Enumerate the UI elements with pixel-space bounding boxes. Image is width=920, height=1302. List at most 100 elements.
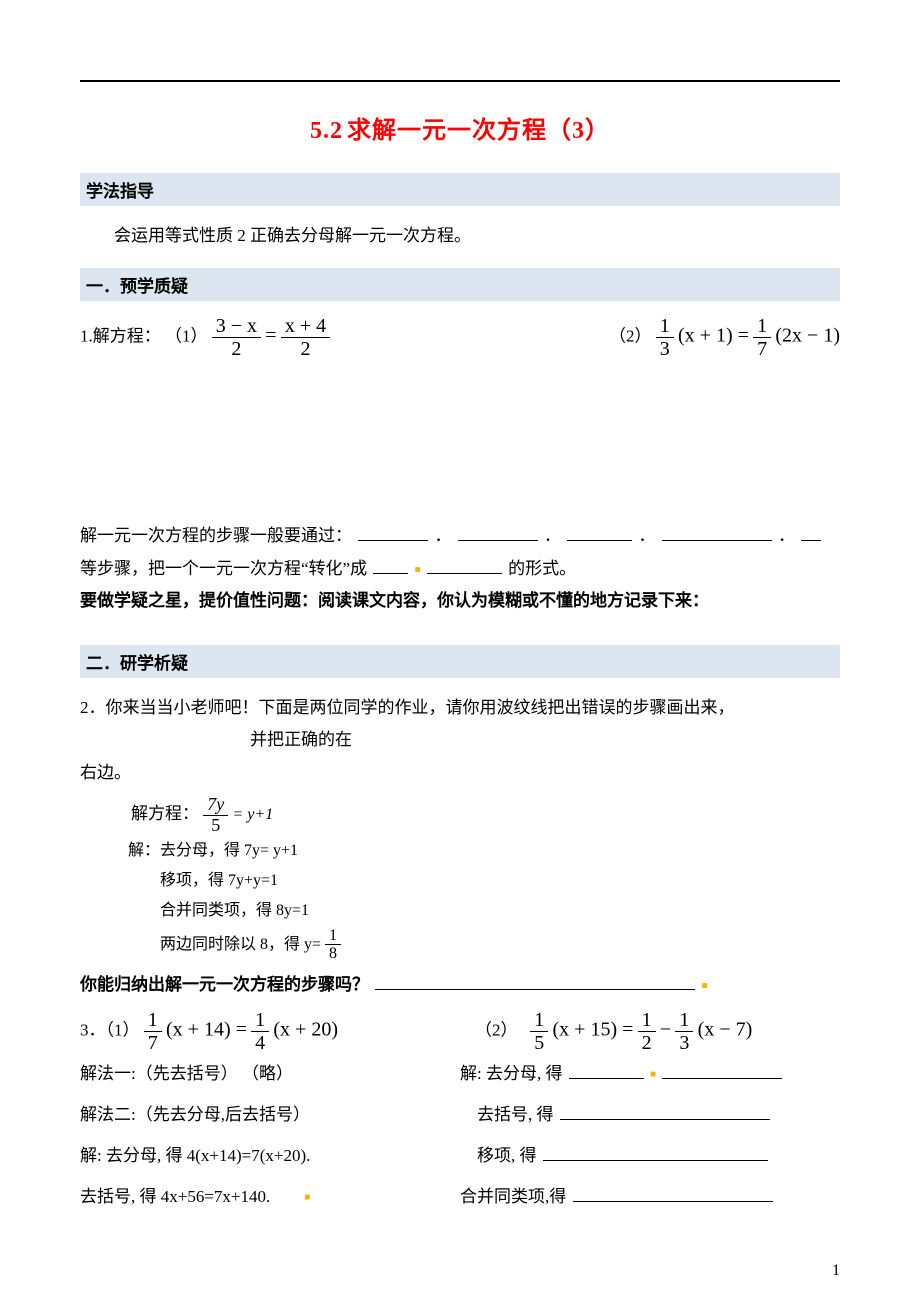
q3-p2-b-frac: 1 2	[638, 1009, 656, 1054]
q3-right-r1-row: 解: 去分母, 得 ■	[460, 1054, 840, 1095]
section-heading-1: 一．预学质疑	[80, 268, 840, 301]
q1-p2-a-tail: (x + 1) =	[678, 325, 749, 347]
q3-right-r4: 合并同类项,得	[460, 1187, 566, 1206]
q3-right-r2-row: 去括号, 得	[460, 1095, 840, 1136]
q2-step4-frac: 1 8	[325, 927, 341, 963]
frac-den: 2	[212, 337, 261, 360]
blank	[358, 523, 428, 541]
section-heading-2: 二．研学析疑	[80, 645, 840, 678]
q3-left-m4: 去括号, 得 4x+56=7x+140.	[80, 1187, 270, 1206]
q2-intro3: 右边。	[80, 757, 840, 789]
blank	[569, 1061, 644, 1079]
q2-intro: 2．你来当当小老师吧！下面是两位同学的作业，请你用波纹线把出错误的步骤画出来，	[80, 692, 840, 724]
frac-num: 1	[144, 1009, 162, 1031]
q3-p1-a-frac: 1 7	[144, 1009, 162, 1054]
fill-line3: 要做学疑之星，提价值性问题：阅读课文内容，你认为模糊或不懂的地方记录下来：	[80, 585, 840, 617]
fill-line1: 解一元一次方程的步骤一般要通过： ． ． ． ．	[80, 520, 840, 552]
marker-icon: ■	[304, 1192, 310, 1203]
q3-label: 3．（1）	[80, 1021, 140, 1040]
frac-num: 1	[656, 315, 674, 337]
blank	[543, 1143, 768, 1161]
q1-p1-lhs-frac: 3 − x 2	[212, 315, 261, 360]
q2-step4-a: 两边同时除以 8，得 y=	[160, 936, 321, 953]
marker-icon: ■	[702, 981, 708, 992]
q2-step3: 合并同类项，得 8y=1	[80, 896, 840, 926]
dot: ．	[639, 526, 656, 545]
q2-summary: 你能归纳出解一元一次方程的步骤吗？	[80, 975, 369, 994]
blank	[458, 523, 538, 541]
q2-step2: 移项，得 7y+y=1	[80, 866, 840, 896]
q1-label: 1.解方程：	[80, 327, 161, 346]
frac-den: 3	[675, 1031, 693, 1054]
q3-p2-minus: −	[660, 1019, 671, 1041]
frac-den: 5	[203, 815, 228, 836]
blank	[662, 523, 772, 541]
frac-den: 3	[656, 337, 674, 360]
q3-body: 解法一:（先去括号） （略） 解法二:（先去分母,后去括号） 解: 去分母, 得…	[80, 1054, 840, 1217]
q1-p1-prefix: （1）	[165, 327, 208, 346]
q2-intro2: 并把正确的在	[80, 724, 840, 756]
q2-step4: 两边同时除以 8，得 y= 1 8	[80, 927, 840, 963]
frac-num: 1	[325, 927, 341, 945]
dot: ．	[544, 526, 561, 545]
dot: ．	[435, 526, 452, 545]
frac-num: 7y	[203, 795, 228, 815]
q2-step1: 解：去分母，得 7y= y+1	[80, 836, 840, 866]
q3-head-row: 3．（1） 1 7 (x + 14) = 1 4 (x + 20) （2） 1 …	[80, 1009, 840, 1054]
q1-part1: 1.解方程： （1） 3 − x 2 = x + 4 2	[80, 315, 330, 360]
eq-sign: =	[265, 325, 276, 347]
q3-left-m2: 解法二:（先去分母,后去括号）	[80, 1095, 460, 1136]
q3-p2-c-frac: 1 3	[675, 1009, 693, 1054]
q3-right-r4-row: 合并同类项,得	[460, 1177, 840, 1218]
marker-icon: ■	[650, 1069, 656, 1080]
q3-right-r3-row: 移项, 得	[460, 1136, 840, 1177]
q3-part1: 3．（1） 1 7 (x + 14) = 1 4 (x + 20)	[80, 1009, 445, 1054]
page-number: 1	[832, 1262, 840, 1280]
q2-summary-line: 你能归纳出解一元一次方程的步骤吗？ ■	[80, 969, 840, 1001]
blank	[801, 523, 821, 541]
frac-num: 1	[675, 1009, 693, 1031]
q3-right-r2: 去括号, 得	[477, 1105, 554, 1124]
q3-right-col: 解: 去分母, 得 ■ 去括号, 得 移项, 得 合并同类项,得	[460, 1054, 840, 1217]
dot: ．	[778, 526, 795, 545]
frac-num: x + 4	[281, 315, 330, 337]
frac-num: 1	[251, 1009, 269, 1031]
q2-eq-line: 解方程： 7y 5 = y+1	[80, 795, 840, 836]
q1-p2-b-tail: (2x − 1)	[775, 325, 840, 347]
fill-line2-a: 等步骤，把一个一元一次方程“转化”成	[80, 559, 367, 578]
frac-num: 1	[753, 315, 771, 337]
q3-p1-b-frac: 1 4	[251, 1009, 269, 1054]
fill-line1-a: 解一元一次方程的步骤一般要通过：	[80, 526, 352, 545]
fill-line2: 等步骤，把一个一元一次方程“转化”成 ■ 的形式。	[80, 553, 840, 585]
frac-den: 2	[281, 337, 330, 360]
q3-p1-b-tail: (x + 20)	[273, 1019, 338, 1041]
q3-p2-prefix: （2）	[475, 1021, 518, 1040]
blank	[573, 1184, 773, 1202]
q2-lhs-frac: 7y 5	[203, 795, 228, 836]
q3-right-r3: 移项, 得	[477, 1146, 537, 1165]
blank	[373, 556, 408, 574]
q2-solve-label: 解方程：	[131, 804, 199, 823]
q1-part2: （2） 1 3 (x + 1) = 1 7 (2x − 1)	[609, 315, 840, 360]
guide-body: 会运用等式性质 2 正确去分母解一元一次方程。	[80, 220, 840, 252]
blank	[560, 1102, 770, 1120]
section-heading-guide: 学法指导	[80, 173, 840, 206]
frac-den: 5	[530, 1031, 548, 1054]
frac-den: 8	[325, 944, 341, 963]
top-rule	[80, 80, 840, 82]
frac-den: 7	[753, 337, 771, 360]
frac-num: 1	[638, 1009, 656, 1031]
frac-den: 7	[144, 1031, 162, 1054]
q3-right-r1: 解: 去分母, 得	[460, 1064, 562, 1083]
blank	[567, 523, 632, 541]
q3-p1-a-tail: (x + 14) =	[166, 1019, 247, 1041]
q3-left-m3: 解: 去分母, 得 4(x+14)=7(x+20).	[80, 1136, 460, 1177]
frac-den: 4	[251, 1031, 269, 1054]
workspace-gap	[80, 370, 840, 520]
frac-den: 2	[638, 1031, 656, 1054]
fill-line2-b: 的形式。	[508, 559, 576, 578]
q1-p2-a-frac: 1 3	[656, 315, 674, 360]
q3-left-m1: 解法一:（先去括号） （略）	[80, 1054, 460, 1095]
title-text: 求解一元一次方程（3）	[347, 118, 610, 144]
q1-p1-rhs-frac: x + 4 2	[281, 315, 330, 360]
